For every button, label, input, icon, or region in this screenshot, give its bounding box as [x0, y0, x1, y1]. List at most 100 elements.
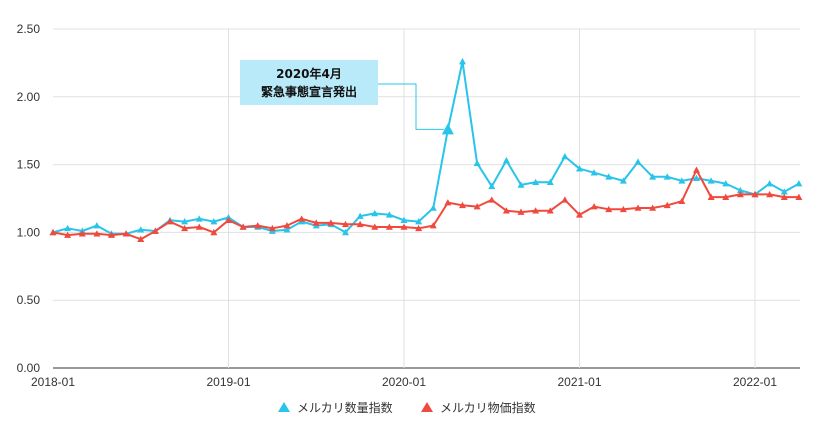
data-point[interactable] [459, 201, 466, 209]
data-point[interactable] [473, 159, 481, 167]
data-point[interactable] [342, 228, 349, 236]
legend-marker-price [421, 402, 433, 412]
data-point[interactable] [93, 230, 101, 237]
data-point[interactable] [429, 222, 437, 229]
data-point[interactable] [561, 152, 569, 160]
x-tick-label: 2020-01 [382, 375, 426, 389]
data-point[interactable] [254, 222, 262, 229]
data-point[interactable] [225, 216, 232, 223]
data-point[interactable] [546, 207, 554, 214]
data-point[interactable] [707, 193, 715, 200]
data-point[interactable] [663, 201, 671, 209]
data-point[interactable] [795, 180, 803, 187]
data-point[interactable] [371, 209, 379, 217]
data-point[interactable] [210, 218, 218, 225]
data-point[interactable] [766, 180, 774, 187]
data-point[interactable] [385, 223, 393, 230]
data-point[interactable] [634, 158, 642, 165]
data-point[interactable] [502, 207, 510, 214]
data-point[interactable] [283, 226, 291, 233]
data-point[interactable] [195, 223, 203, 230]
data-point[interactable] [239, 223, 247, 230]
data-point[interactable] [722, 180, 730, 187]
data-point[interactable] [385, 211, 393, 218]
data-point[interactable] [283, 222, 291, 229]
data-point[interactable] [736, 186, 744, 194]
data-point[interactable] [605, 205, 613, 213]
y-tick-label: 0.50 [17, 293, 41, 307]
data-point[interactable] [576, 165, 583, 172]
data-point[interactable] [429, 204, 437, 211]
data-point[interactable] [356, 220, 364, 228]
data-point[interactable] [619, 177, 627, 184]
data-point[interactable] [268, 224, 276, 232]
data-point[interactable] [561, 196, 569, 203]
data-point[interactable] [371, 223, 379, 230]
annotation-box [240, 60, 378, 105]
data-point[interactable] [678, 197, 686, 205]
data-point[interactable] [64, 231, 72, 238]
data-point[interactable] [166, 218, 174, 225]
annotation-line-2: 緊急事態宣言発出 [261, 84, 357, 99]
data-point[interactable] [576, 211, 583, 218]
data-point[interactable] [751, 190, 759, 198]
data-point[interactable] [502, 157, 510, 164]
data-point[interactable] [663, 173, 671, 180]
data-point[interactable] [108, 231, 115, 238]
data-point[interactable] [400, 216, 408, 223]
data-point[interactable] [532, 207, 540, 214]
data-point[interactable] [488, 196, 496, 203]
data-point[interactable] [517, 208, 525, 215]
data-point[interactable] [619, 205, 627, 213]
data-point[interactable] [49, 228, 57, 236]
data-point[interactable] [780, 188, 788, 195]
data-point[interactable] [181, 224, 189, 232]
data-point[interactable] [459, 58, 466, 65]
data-point[interactable] [736, 190, 744, 198]
data-point[interactable] [488, 182, 496, 190]
data-point[interactable] [707, 177, 715, 184]
data-point[interactable] [780, 193, 788, 200]
data-point[interactable] [356, 212, 364, 219]
data-point[interactable] [693, 166, 700, 173]
data-point[interactable] [64, 224, 72, 232]
data-point[interactable] [415, 218, 423, 225]
data-point[interactable] [546, 178, 554, 186]
data-point[interactable] [327, 219, 335, 226]
data-point[interactable] [649, 173, 657, 180]
data-point[interactable] [298, 215, 306, 222]
data-point[interactable] [766, 190, 774, 198]
data-point[interactable] [532, 178, 540, 186]
data-point[interactable] [195, 215, 203, 222]
data-point[interactable] [473, 203, 481, 210]
data-point[interactable] [312, 219, 320, 226]
data-point[interactable] [400, 223, 408, 230]
gridlines [53, 28, 800, 369]
data-point[interactable] [342, 220, 349, 228]
data-point[interactable] [678, 177, 686, 184]
data-point[interactable] [93, 222, 101, 229]
data-point[interactable] [634, 204, 642, 211]
data-point[interactable] [210, 228, 218, 236]
data-point[interactable] [181, 218, 189, 225]
data-point[interactable] [137, 226, 145, 233]
data-point[interactable] [590, 203, 598, 210]
data-point[interactable] [122, 230, 130, 237]
data-point[interactable] [415, 224, 423, 232]
data-point[interactable] [693, 174, 700, 181]
data-point[interactable] [444, 199, 452, 206]
data-point[interactable] [78, 230, 86, 237]
data-point[interactable] [649, 204, 657, 211]
legend-item-price-index[interactable]: メルカリ物価指数 [421, 400, 536, 415]
annotation-highlight-marker [441, 123, 454, 135]
data-point[interactable] [517, 181, 525, 188]
data-point[interactable] [605, 173, 613, 180]
legend: メルカリ数量指数 メルカリ物価指数 [278, 400, 536, 415]
legend-item-quantity-index[interactable]: メルカリ数量指数 [278, 400, 393, 415]
data-point[interactable] [722, 193, 730, 200]
data-point[interactable] [137, 235, 145, 242]
data-point[interactable] [795, 193, 803, 200]
data-point[interactable] [151, 227, 159, 234]
data-point[interactable] [590, 169, 598, 176]
